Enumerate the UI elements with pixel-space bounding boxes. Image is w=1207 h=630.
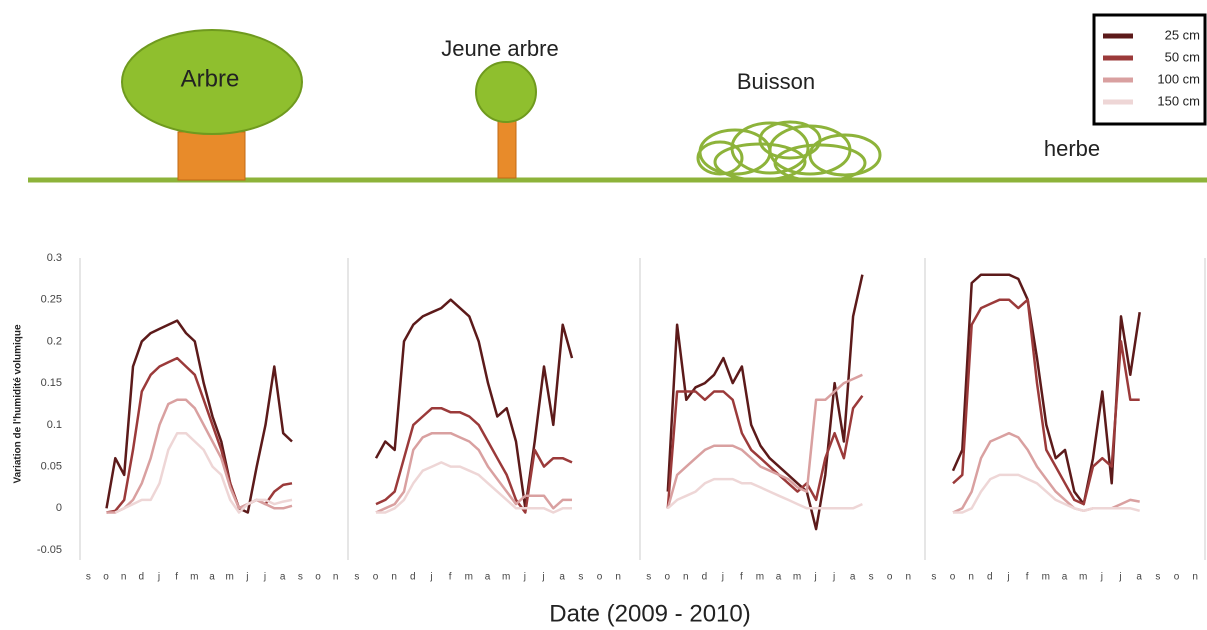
x-tick-label: j (1006, 572, 1010, 583)
x-tick-label: j (429, 572, 433, 583)
x-tick-label: s (1155, 572, 1161, 583)
x-tick-label: a (1136, 572, 1143, 583)
x-tick-label: s (578, 572, 584, 583)
x-tick-label: j (263, 572, 267, 583)
y-axis-title: Variation de l'humidité volumique (13, 324, 24, 484)
x-tick-label: s (931, 572, 937, 583)
young-tree-trunk (498, 118, 516, 178)
x-tick-label: j (245, 572, 249, 583)
chart: Date (2009 - 2010) Variation de l'humidi… (0, 0, 1207, 630)
y-tick-label: 0.2 (47, 335, 62, 347)
x-tick-label: a (209, 572, 216, 583)
panel-title: herbe (1044, 136, 1100, 161)
x-tick-label: j (721, 572, 725, 583)
x-tick-label: m (190, 572, 199, 583)
legend-label: 100 cm (1157, 71, 1200, 86)
bush (698, 122, 880, 181)
x-tick-label: j (541, 572, 545, 583)
y-tick-label: 0.1 (47, 419, 62, 431)
tree-trunk (178, 132, 245, 180)
x-tick-label: m (465, 572, 474, 583)
x-tick-label: m (225, 572, 234, 583)
x-tick-label: o (665, 572, 672, 583)
y-tick-label: 0 (56, 502, 62, 514)
x-tick-label: o (103, 572, 110, 583)
x-tick-label: m (756, 572, 765, 583)
x-tick-label: j (832, 572, 836, 583)
legend-label: 150 cm (1157, 93, 1200, 108)
page: Date (2009 - 2010) Variation de l'humidi… (0, 0, 1207, 630)
x-tick-label: a (776, 572, 783, 583)
x-tick-label: m (1042, 572, 1051, 583)
x-tick-label: o (597, 572, 604, 583)
x-tick-label: n (333, 572, 340, 583)
panel-title: Arbre (181, 65, 240, 92)
x-tick-label: o (315, 572, 322, 583)
x-tick-label: s (298, 572, 304, 583)
x-tick-label: d (987, 572, 994, 583)
x-tick-label: n (968, 572, 975, 583)
young-tree-crown (476, 62, 536, 122)
x-tick-label: a (559, 572, 566, 583)
x-tick-label: a (1062, 572, 1069, 583)
series-line (376, 300, 572, 509)
x-tick-label: j (813, 572, 817, 583)
panel-title: Buisson (737, 69, 815, 94)
x-tick-label: o (1174, 572, 1181, 583)
x-tick-label: n (1192, 572, 1199, 583)
x-tick-label: j (157, 572, 161, 583)
x-tick-label: o (950, 572, 957, 583)
x-tick-label: s (86, 572, 92, 583)
x-tick-label: o (887, 572, 894, 583)
y-tick-label: 0.25 (41, 294, 62, 306)
x-tick-label: d (139, 572, 146, 583)
x-tick-label: m (502, 572, 511, 583)
x-tick-label: o (373, 572, 380, 583)
x-tick-label: m (1079, 572, 1088, 583)
y-tick-label: -0.05 (37, 544, 62, 556)
x-tick-label: n (391, 572, 398, 583)
x-tick-label: f (1026, 572, 1030, 583)
y-tick-label: 0.3 (47, 252, 62, 264)
x-tick-label: d (410, 572, 417, 583)
x-tick-label: s (354, 572, 360, 583)
x-tick-label: s (646, 572, 652, 583)
legend-label: 50 cm (1165, 49, 1200, 64)
x-tick-label: n (121, 572, 128, 583)
series-line (115, 433, 292, 512)
x-tick-label: n (615, 572, 622, 583)
x-tick-label: n (905, 572, 912, 583)
y-tick-label: 0.05 (41, 460, 62, 472)
legend-label: 25 cm (1165, 27, 1200, 42)
x-tick-label: j (523, 572, 527, 583)
x-tick-label: j (1118, 572, 1122, 583)
x-tick-label: a (485, 572, 492, 583)
x-tick-label: s (869, 572, 875, 583)
y-tick-label: 0.15 (41, 377, 62, 389)
x-tick-label: f (175, 572, 179, 583)
x-tick-label: n (683, 572, 690, 583)
panel-title: Jeune arbre (441, 36, 558, 61)
series-line (668, 479, 863, 508)
x-tick-label: f (449, 572, 453, 583)
x-tick-label: j (1100, 572, 1104, 583)
x-tick-label: a (280, 572, 287, 583)
x-axis-title: Date (2009 - 2010) (549, 600, 750, 627)
x-tick-label: m (793, 572, 802, 583)
x-tick-label: f (740, 572, 744, 583)
x-tick-label: a (850, 572, 857, 583)
series-line (107, 400, 293, 513)
x-tick-label: d (702, 572, 709, 583)
